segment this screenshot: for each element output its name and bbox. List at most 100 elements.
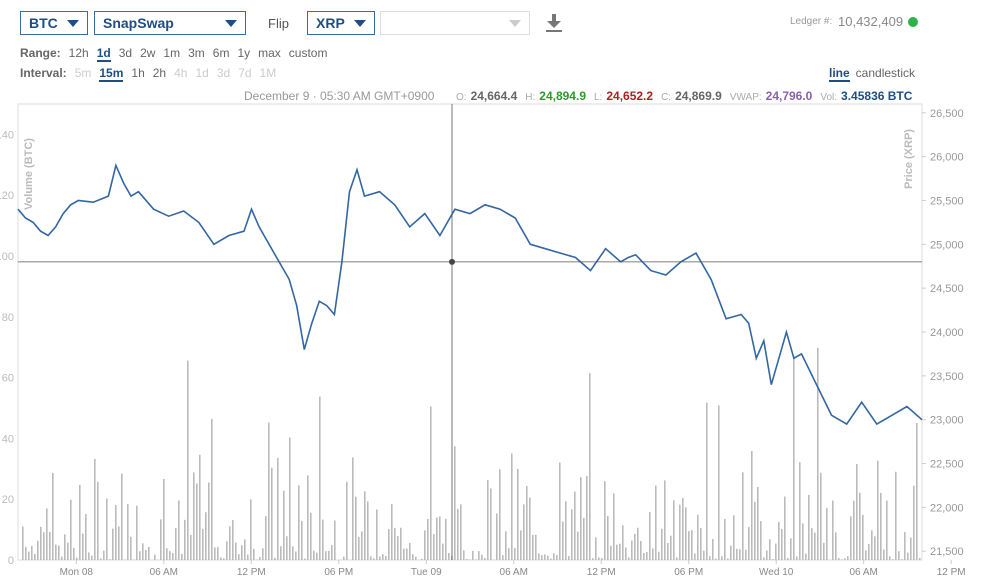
price-chart[interactable]: 21,500 22,000 22,500 23,000 23,500 24,000 24,5… <box>0 84 985 588</box>
range-option-1d[interactable]: 1d <box>96 46 111 62</box>
volume-bar <box>412 554 414 560</box>
range-option-12h[interactable]: 12h <box>68 46 89 60</box>
volume-bar <box>583 517 585 560</box>
volume-bar <box>208 482 210 560</box>
volume-bar <box>508 548 510 560</box>
flip-button[interactable]: Flip <box>268 16 289 31</box>
volume-bar <box>616 544 618 560</box>
volume-bar <box>817 347 819 560</box>
volume-bar <box>556 555 558 560</box>
interval-option-5m[interactable]: 5m <box>74 66 92 80</box>
range-option-1y[interactable]: 1y <box>237 46 251 60</box>
chevron-down-icon <box>509 20 521 27</box>
download-icon[interactable] <box>545 13 563 33</box>
volume-bar <box>196 483 198 560</box>
volume-bar <box>661 528 663 560</box>
interval-option-4h[interactable]: 4h <box>174 66 188 80</box>
volume-bar <box>688 531 690 560</box>
volume-bar <box>313 550 315 560</box>
range-option-6m[interactable]: 6m <box>212 46 230 60</box>
range-option-max[interactable]: max <box>258 46 281 60</box>
x-tick-label: 06 AM <box>150 567 178 578</box>
x-tick-label: Mon 08 <box>60 567 94 578</box>
volume-bar <box>874 536 876 560</box>
volume-bar <box>250 499 252 560</box>
mode-line-button[interactable]: line <box>829 66 850 82</box>
volume-bar <box>142 543 144 560</box>
volume-bar <box>850 516 852 560</box>
volume-bar <box>775 543 777 560</box>
volume-bar <box>55 544 57 560</box>
volume-bar <box>184 519 186 560</box>
vwap-value: 24,796.0 <box>765 89 813 103</box>
volume-bar <box>262 548 264 560</box>
volume-bar <box>904 532 906 560</box>
volume-bar <box>571 509 573 560</box>
volume-bar <box>271 467 273 560</box>
volume-bar <box>748 527 750 560</box>
volume-bar <box>832 500 834 560</box>
volume-bar <box>754 501 756 560</box>
base-issuer-select[interactable]: SnapSwap <box>94 11 246 35</box>
interval-option-2h[interactable]: 2h <box>152 66 167 80</box>
volume-bar <box>214 547 216 560</box>
volume-bar <box>763 557 765 560</box>
interval-option-1h[interactable]: 1h <box>131 66 145 80</box>
open-label: O: <box>456 92 467 103</box>
interval-option-1m[interactable]: 1M <box>259 66 277 80</box>
volume-bar <box>640 541 642 560</box>
volume-bar <box>898 551 900 560</box>
y-right-tick-label: 23,000 <box>930 415 964 427</box>
interval-option-1d[interactable]: 1d <box>195 66 209 80</box>
interval-option-7d[interactable]: 7d <box>238 66 252 80</box>
volume-bar <box>649 511 651 560</box>
volume-bar <box>61 556 63 560</box>
volume-bar <box>892 559 894 560</box>
range-option-2w[interactable]: 2w <box>140 46 156 60</box>
volume-bar <box>139 551 141 560</box>
volume-bar <box>883 549 885 560</box>
volume-bar <box>484 557 486 560</box>
volume-bar <box>121 473 123 560</box>
x-tick-label: 06 AM <box>849 567 877 578</box>
range-option-3m[interactable]: 3m <box>188 46 205 60</box>
mode-candlestick-button[interactable]: candlestick <box>855 66 916 80</box>
range-option-3d[interactable]: 3d <box>118 46 133 60</box>
counter-currency-value: XRP <box>316 15 345 31</box>
volume-bar <box>127 503 129 560</box>
y-right-tick-label: 24,500 <box>930 283 964 295</box>
volume-bar <box>808 494 810 560</box>
base-currency-select[interactable]: BTC <box>20 11 88 35</box>
volume-bar <box>520 530 522 560</box>
volume-bar <box>646 551 648 560</box>
volume-bar <box>352 457 354 560</box>
volume-bar <box>379 556 381 560</box>
interval-option-3d[interactable]: 3d <box>216 66 231 80</box>
volume-bar <box>280 546 282 560</box>
volume-bar <box>394 527 396 560</box>
counter-currency-select[interactable]: XRP <box>307 11 375 35</box>
chevron-down-icon <box>225 20 237 27</box>
y-left-tick-label: 0 <box>8 555 14 567</box>
volume-bar <box>442 543 444 560</box>
volume-bar <box>550 558 552 560</box>
volume-bar <box>910 537 912 560</box>
volume-bar <box>40 526 42 560</box>
interval-option-15m[interactable]: 15m <box>99 66 124 82</box>
volume-bar <box>814 532 816 560</box>
volume-bar <box>202 528 204 560</box>
ledger-label: Ledger #: <box>790 16 833 27</box>
volume-bar <box>283 490 285 560</box>
volume-bar <box>568 556 570 560</box>
volume-bar <box>844 558 846 560</box>
range-option-custom[interactable]: custom <box>288 46 328 60</box>
volume-bar <box>601 558 603 560</box>
range-option-1m[interactable]: 1m <box>163 46 181 60</box>
volume-bar <box>709 556 711 560</box>
volume-bar <box>232 520 234 560</box>
volume-bar <box>460 504 462 560</box>
counter-issuer-select[interactable] <box>380 11 530 35</box>
volume-bar <box>490 488 492 560</box>
volume-bar <box>721 556 723 560</box>
volume-bar <box>916 422 918 560</box>
